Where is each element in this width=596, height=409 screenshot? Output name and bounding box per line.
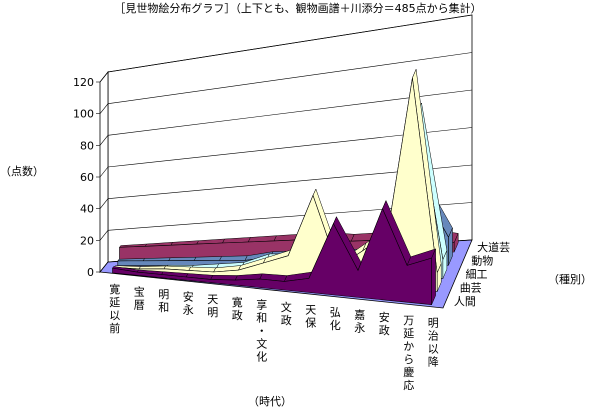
y-tick-label: 80 xyxy=(80,139,94,152)
area-top xyxy=(193,256,223,261)
area-top xyxy=(219,255,248,261)
x-tick-label: 万延から慶応 xyxy=(402,314,415,392)
grid-line xyxy=(99,127,473,178)
x-tick-label: 天明 xyxy=(206,294,219,320)
y-tick-label: 60 xyxy=(80,171,94,184)
x-tick-label: 安永 xyxy=(181,290,194,317)
x-tick-label: 明治以降 xyxy=(426,316,439,368)
grid-line xyxy=(99,202,473,241)
grid-line xyxy=(99,52,473,114)
x-axis-label: （時代） xyxy=(248,395,292,408)
legend-label: 大道芸 xyxy=(477,240,510,254)
grid-line xyxy=(99,164,473,209)
x-tick-label: 文政 xyxy=(279,300,292,327)
x-tick-label: 安政 xyxy=(377,310,390,337)
chart-title: ［見世物絵分布グラフ］（上下とも、観物画譜＋川添分＝485点から集計） xyxy=(114,1,481,15)
y-tick-label: 0 xyxy=(87,266,94,279)
area-face xyxy=(112,207,432,306)
legend-label: 細工 xyxy=(466,268,488,281)
grid-line xyxy=(99,14,473,83)
x-tick-label: 弘化 xyxy=(328,306,341,332)
x-tick-label: 宝暦 xyxy=(132,285,145,312)
area-end xyxy=(453,233,459,253)
z-axis-label: （種別） xyxy=(548,272,592,286)
area-end xyxy=(431,248,436,305)
area-end xyxy=(436,263,442,292)
area-end xyxy=(448,227,453,266)
grid-line xyxy=(99,89,473,146)
x-tick-label: 寛延以前 xyxy=(108,282,121,335)
x-tick-label: 天保 xyxy=(304,304,317,330)
x-tick-label: 嘉永 xyxy=(353,308,366,335)
y-tick-label: 120 xyxy=(73,76,94,89)
y-tick-label: 20 xyxy=(80,234,94,247)
area-top xyxy=(142,257,171,262)
series-area xyxy=(112,199,437,306)
x-tick-label: 享和・文化 xyxy=(255,297,268,363)
area-end xyxy=(442,250,448,279)
y-tick-label: 100 xyxy=(73,108,94,121)
legend-label: 曲芸 xyxy=(460,282,482,295)
legend-label: 人間 xyxy=(454,295,476,308)
area-top xyxy=(138,265,167,270)
y-tick-label: 40 xyxy=(80,203,94,216)
y-axis-label: （点数） xyxy=(0,165,44,178)
x-tick-label: 明和 xyxy=(157,288,170,314)
area-top xyxy=(168,256,197,261)
x-tick-label: 寛政 xyxy=(230,295,243,322)
legend-label: 動物 xyxy=(471,253,493,267)
